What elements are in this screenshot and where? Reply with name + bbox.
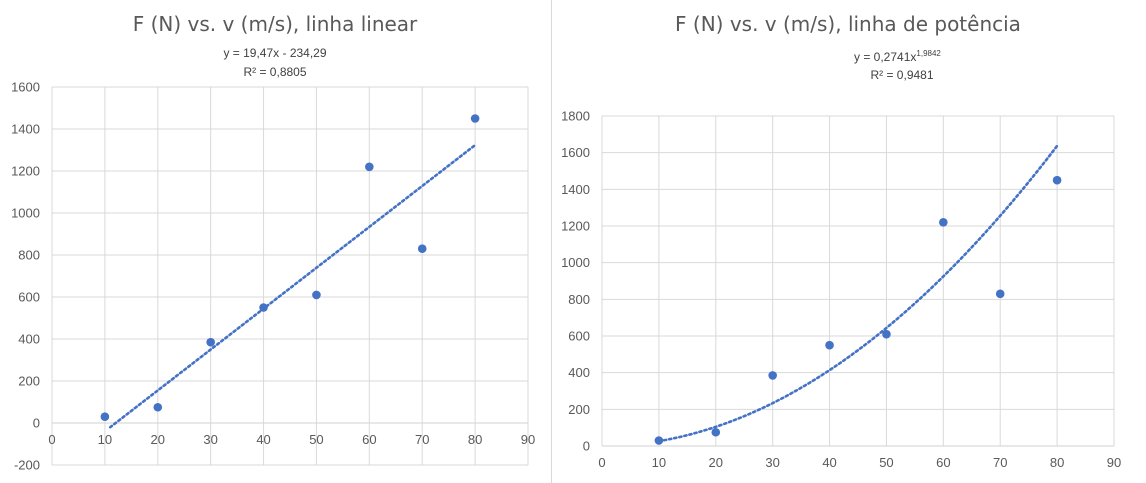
power-ytick-label-1: 200	[568, 402, 590, 417]
chart-linear-title: F (N) vs. v (m/s), linha linear	[133, 12, 418, 36]
power-ytick-label-0: 0	[583, 439, 590, 454]
linear-point-2	[206, 337, 215, 347]
power-ytick-label-8: 1600	[561, 145, 590, 160]
linear-ytick-label-4: 600	[18, 290, 40, 305]
power-point-3	[825, 340, 834, 350]
power-xtick-label-6: 60	[936, 455, 950, 470]
power-point-1	[711, 427, 721, 437]
chart-linear-svg: F (N) vs. v (m/s), linha linear y = 19,4…	[11, 12, 535, 473]
power-point-5	[939, 218, 948, 227]
linear-ytick-label-8: 1400	[11, 122, 40, 137]
chart-linear-r2: R² = 0,8805	[243, 65, 306, 79]
power-ytick-label-3: 600	[568, 329, 590, 344]
linear-xtick-label-0: 0	[48, 432, 55, 447]
power-xtick-label-4: 40	[822, 455, 836, 470]
panel-divider	[551, 0, 552, 483]
power-xtick-label-7: 70	[993, 455, 1007, 470]
chart-power-svg: F (N) vs. v (m/s), linha de potência y =…	[561, 12, 1121, 470]
linear-ytick-label-9: 1600	[11, 80, 40, 95]
linear-point-0	[100, 412, 110, 422]
power-ytick-label-2: 400	[568, 365, 590, 380]
power-point-0	[654, 436, 664, 445]
power-ytick-label-9: 1800	[561, 109, 590, 124]
chart-power-equation-exponent: 1,9842	[916, 49, 941, 58]
chart-power-title: F (N) vs. v (m/s), linha de potência	[675, 12, 1021, 36]
chart-power-r2: R² = 0,9481	[870, 68, 933, 82]
power-ytick-label-4: 800	[568, 292, 590, 307]
power-ytick-label-5: 1000	[561, 255, 590, 270]
linear-xtick-label-5: 50	[309, 432, 323, 447]
power-ytick-label-7: 1400	[561, 182, 590, 197]
power-xtick-label-2: 20	[709, 455, 723, 470]
linear-xtick-label-3: 30	[203, 432, 217, 447]
linear-ytick-label-5: 800	[18, 248, 40, 263]
power-xtick-label-8: 80	[1050, 455, 1064, 470]
linear-ytick-label-1: 0	[33, 416, 40, 431]
power-xtick-label-3: 30	[765, 455, 779, 470]
linear-xtick-label-8: 80	[468, 432, 482, 447]
chart-linear-panel: F (N) vs. v (m/s), linha linear y = 19,4…	[0, 0, 552, 483]
linear-ytick-label-0: -200	[14, 458, 40, 473]
linear-xtick-label-9: 90	[521, 432, 535, 447]
power-xtick-label-1: 10	[652, 455, 666, 470]
linear-ytick-label-7: 1200	[11, 164, 40, 179]
chart-power-equation-prefix: y = 0,2741x	[854, 50, 916, 64]
linear-trendline	[108, 143, 477, 429]
power-xtick-label-0: 0	[598, 455, 605, 470]
linear-point-4	[312, 290, 321, 300]
linear-ytick-label-2: 200	[18, 374, 40, 389]
linear-ytick-label-3: 400	[18, 332, 40, 347]
linear-xtick-label-4: 40	[256, 432, 270, 447]
linear-xtick-label-1: 10	[98, 432, 112, 447]
power-xtick-label-5: 50	[879, 455, 893, 470]
linear-point-3	[259, 303, 268, 312]
chart-power-equation: y = 0,2741x1,9842	[854, 49, 941, 64]
linear-point-5	[365, 162, 374, 172]
linear-point-6	[417, 244, 427, 253]
linear-ytick-label-6: 1000	[11, 206, 40, 221]
chart-linear-equation: y = 19,47x - 234,29	[223, 46, 326, 60]
linear-xtick-label-7: 70	[415, 432, 429, 447]
power-trendline	[657, 144, 1059, 443]
power-xtick-label-9: 90	[1107, 455, 1121, 470]
power-point-2	[768, 371, 777, 380]
linear-point-7	[470, 114, 480, 123]
power-point-6	[995, 289, 1005, 299]
chart-power-panel: F (N) vs. v (m/s), linha de potência y =…	[552, 0, 1146, 483]
power-point-7	[1052, 175, 1062, 185]
linear-xtick-label-6: 60	[362, 432, 376, 447]
power-ytick-label-6: 1200	[561, 219, 590, 234]
linear-point-1	[153, 402, 163, 412]
power-point-4	[882, 329, 891, 339]
linear-xtick-label-2: 20	[151, 432, 165, 447]
